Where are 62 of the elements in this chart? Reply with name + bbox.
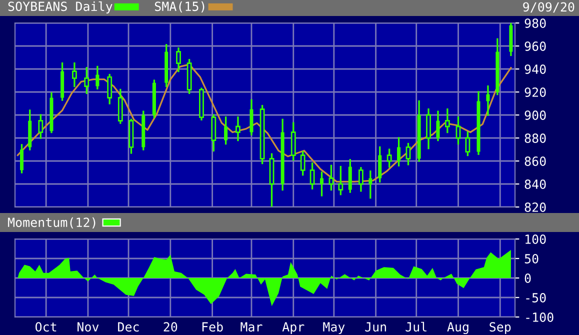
x-tick-label: Sep (490, 322, 511, 334)
y-tick-label: 980 (524, 18, 546, 28)
x-tick-label: Jul (406, 322, 426, 332)
x-tick-label: Feb (202, 322, 223, 332)
candlestick (328, 164, 334, 191)
y-tick-label: 50 (524, 254, 538, 264)
text: 9/09/20 (523, 2, 574, 13)
candlestick (368, 170, 372, 199)
y-tick-label: 840 (524, 180, 546, 189)
y-tick-label: 880 (524, 134, 546, 143)
candlestick (118, 88, 123, 124)
candlestick (211, 114, 216, 152)
line-series (16, 64, 512, 183)
x-tick-label: Mar (240, 322, 262, 332)
candlestick (338, 166, 344, 196)
x-tick-label: Dec (118, 322, 139, 332)
candlestick (486, 85, 490, 116)
y-tick-label: 100 (526, 234, 546, 244)
candlestick (436, 110, 440, 142)
y-tick-label: -100 (526, 312, 554, 322)
legend-label: Momentum(12) (8, 217, 96, 229)
candlestick (224, 116, 228, 145)
legend-label: SOYBEANS Daily (8, 1, 112, 14)
candlestick (426, 108, 431, 150)
x-tick-label: 20 (164, 322, 178, 332)
candlestick (107, 74, 112, 104)
x-tick-label: Nov (78, 322, 99, 332)
candlestick (96, 66, 100, 90)
candlestick (290, 122, 296, 161)
y-tick-label: 960 (524, 42, 546, 51)
x-tick-label: Apr (282, 322, 304, 334)
x-tick-label: Oct (36, 322, 56, 332)
candlestick (456, 116, 461, 145)
candlestick (406, 142, 411, 166)
candlestick (20, 144, 24, 174)
y-tick-label: 820 (524, 202, 546, 212)
candlestick (348, 159, 352, 193)
candlestick (310, 162, 315, 190)
candlestick (84, 67, 90, 94)
y-tick-label: 940 (524, 64, 546, 74)
candlestick (72, 62, 77, 88)
y-tick-label: 860 (524, 156, 546, 166)
candlestick (176, 47, 181, 72)
legend-label: SMA(15) (154, 1, 204, 13)
candlestick (378, 146, 382, 183)
x-tick-label: May (323, 322, 345, 334)
y-tick-label: -50 (526, 293, 546, 302)
x-tick-label: Jun (365, 322, 386, 332)
candlestick (320, 172, 324, 196)
candlestick (397, 137, 401, 166)
candlestick (38, 114, 44, 139)
candlestick (236, 116, 240, 142)
candlestick (358, 167, 364, 192)
y-tick-label: 0 (524, 274, 531, 283)
candlestick (386, 148, 392, 168)
candlestick (250, 99, 254, 136)
candlestick (300, 150, 306, 176)
y-tick-label: 900 (524, 110, 546, 120)
y-tick-label: 920 (524, 88, 546, 97)
candlestick (465, 131, 470, 156)
x-tick-label: Aug (447, 322, 468, 334)
candlestick (444, 108, 450, 134)
